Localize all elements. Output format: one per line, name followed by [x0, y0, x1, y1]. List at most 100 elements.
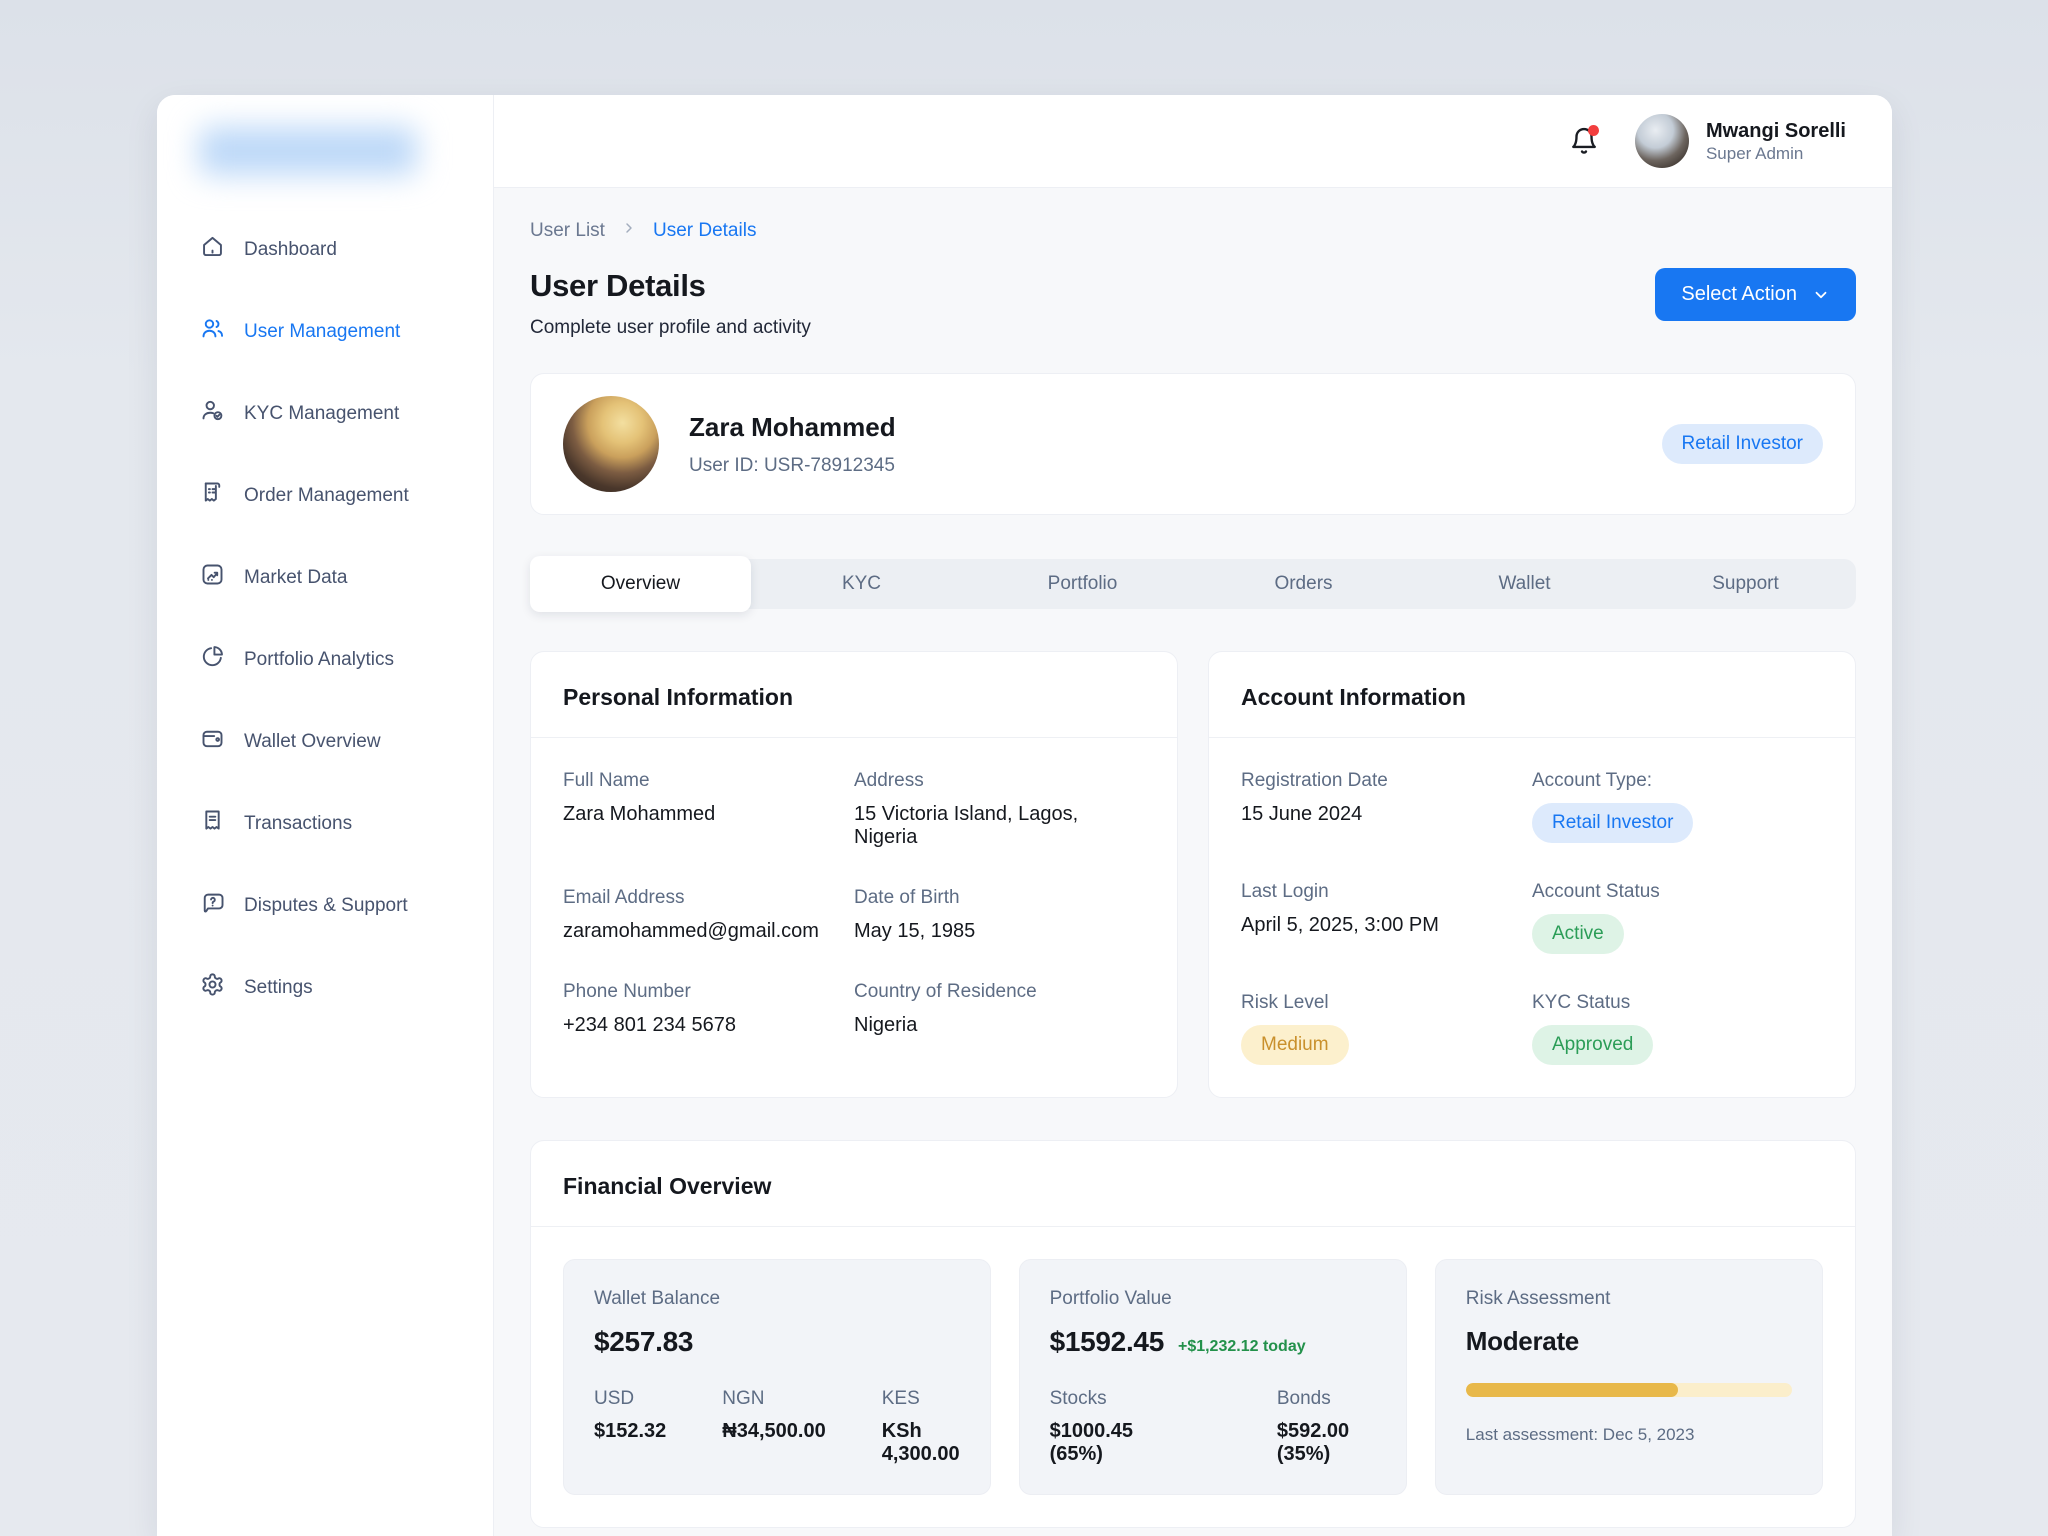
account-type-badge: Retail Investor [1661, 424, 1823, 464]
page-subtitle: Complete user profile and activity [530, 317, 811, 338]
app-window: Dashboard User Management KYC Management… [157, 95, 1892, 1536]
sidebar-item-label: Market Data [244, 566, 348, 588]
sidebar-item-order-management[interactable]: Order Management [199, 479, 493, 512]
detail-tabs: Overview KYC Portfolio Orders Wallet Sup… [530, 556, 1856, 612]
sidebar-item-disputes-support[interactable]: Disputes & Support [199, 889, 493, 922]
home-icon [199, 233, 226, 266]
field-kyc-status: KYC Status Approved [1532, 992, 1823, 1065]
page-header: User Details Complete user profile and a… [530, 268, 1856, 339]
sidebar-item-settings[interactable]: Settings [199, 971, 493, 1004]
wallet-balance-card: Wallet Balance $257.83 USD $152.32 NGN ₦… [563, 1259, 991, 1495]
tab-support[interactable]: Support [1712, 573, 1779, 594]
chevron-right-icon [621, 220, 637, 242]
holding-stocks: Stocks $1000.45 (65%) [1049, 1388, 1133, 1465]
account-menu[interactable]: Mwangi Sorelli Super Admin [1634, 114, 1846, 168]
topbar: Mwangi Sorelli Super Admin [494, 95, 1892, 188]
financial-overview-card: Financial Overview Wallet Balance $257.8… [530, 1140, 1856, 1528]
user-name: Zara Mohammed [689, 411, 896, 442]
wallet-currency-ngn: NGN ₦34,500.00 [722, 1388, 826, 1442]
risk-assessment-card: Risk Assessment Moderate Last assessment… [1434, 1259, 1823, 1495]
pie-chart-icon [199, 643, 226, 676]
sidebar-item-market-data[interactable]: Market Data [199, 561, 493, 594]
app-logo [199, 127, 417, 175]
sidebar-nav: Dashboard User Management KYC Management… [199, 233, 493, 1004]
page-title: User Details [530, 268, 706, 303]
personal-information-title: Personal Information [563, 684, 794, 710]
field-email: Email Address zaramohammed@gmail.com [563, 887, 819, 942]
sidebar-item-label: Portfolio Analytics [244, 648, 394, 670]
portfolio-value-card: Portfolio Value $1592.45 +$1,232.12 toda… [1018, 1259, 1407, 1495]
personal-information-card: Personal Information Full Name Zara Moha… [530, 651, 1178, 1098]
risk-progress-track [1465, 1383, 1792, 1397]
help-bubble-icon [199, 889, 226, 922]
sidebar-item-label: Disputes & Support [244, 894, 408, 916]
sidebar-item-dashboard[interactable]: Dashboard [199, 233, 493, 266]
user-check-icon [199, 397, 226, 430]
sidebar-item-label: Order Management [244, 484, 409, 506]
breadcrumb-user-list[interactable]: User List [530, 220, 605, 241]
risk-progress-fill [1465, 1383, 1678, 1397]
wallet-icon [199, 725, 226, 758]
breadcrumb: User List User Details [530, 220, 1856, 242]
sidebar-item-wallet-overview[interactable]: Wallet Overview [199, 725, 493, 758]
receipt-icon [199, 479, 226, 512]
field-full-name: Full Name Zara Mohammed [563, 770, 716, 825]
field-registration-date: Registration Date 15 June 2024 [1241, 770, 1388, 825]
bell-icon [1572, 127, 1596, 154]
field-date-of-birth: Date of Birth May 15, 1985 [854, 887, 976, 942]
field-risk-level: Risk Level Medium [1241, 992, 1532, 1065]
admin-role: Super Admin [1705, 144, 1804, 163]
sidebar-item-portfolio-analytics[interactable]: Portfolio Analytics [199, 643, 493, 676]
kyc-status-pill: Approved [1532, 1025, 1654, 1065]
sidebar-item-label: KYC Management [244, 402, 400, 424]
user-profile-card: Zara Mohammed User ID: USR-78912345 Reta… [530, 373, 1856, 515]
tab-overview[interactable]: Overview [530, 556, 751, 612]
risk-level-value: Moderate [1465, 1326, 1579, 1356]
tab-portfolio[interactable]: Portfolio [1047, 573, 1118, 594]
user-id: User ID: USR-78912345 [689, 454, 895, 476]
wallet-currency-kes: KES KSh 4,300.00 [881, 1388, 960, 1465]
tab-orders[interactable]: Orders [1274, 573, 1333, 594]
field-address: Address 15 Victoria Island, Lagos, Niger… [854, 770, 1079, 848]
sidebar-item-transactions[interactable]: Transactions [199, 807, 493, 840]
account-information-title: Account Information [1241, 684, 1466, 710]
account-status-pill: Active [1532, 914, 1624, 954]
notification-dot [1587, 125, 1599, 136]
breadcrumb-user-details[interactable]: User Details [652, 220, 757, 241]
wallet-balance-total: $257.83 [594, 1326, 694, 1357]
tab-kyc[interactable]: KYC [841, 573, 882, 594]
sidebar: Dashboard User Management KYC Management… [157, 95, 494, 1536]
select-action-label: Select Action [1681, 283, 1797, 305]
risk-level-pill: Medium [1241, 1025, 1349, 1065]
chevron-down-icon [1815, 291, 1827, 298]
chart-icon [199, 561, 226, 594]
tab-wallet[interactable]: Wallet [1498, 573, 1551, 594]
select-action-button[interactable]: Select Action [1655, 268, 1856, 321]
field-last-login: Last Login April 5, 2025, 3:00 PM [1241, 881, 1439, 936]
financial-overview-title: Financial Overview [563, 1173, 772, 1199]
holding-bonds: Bonds $592.00 (35%) [1276, 1388, 1350, 1465]
sidebar-item-label: Wallet Overview [244, 730, 381, 752]
admin-name: Mwangi Sorelli [1705, 120, 1846, 142]
admin-avatar [1634, 114, 1689, 168]
field-country: Country of Residence Nigeria [854, 981, 1037, 1036]
content: User List User Details User Details Comp… [494, 188, 1892, 1536]
sidebar-item-label: Settings [244, 976, 313, 998]
field-account-status: Account Status Active [1532, 881, 1823, 954]
field-phone: Phone Number +234 801 234 5678 [563, 981, 736, 1036]
sidebar-item-label: Transactions [244, 812, 353, 834]
sidebar-item-label: User Management [244, 320, 401, 342]
notifications-button[interactable] [1569, 125, 1599, 156]
field-account-type: Account Type: Retail Investor [1532, 770, 1823, 843]
sidebar-item-user-management[interactable]: User Management [199, 315, 493, 348]
portfolio-change: +$1,232.12 today [1177, 1338, 1306, 1355]
portfolio-value-total: $1592.45 [1049, 1326, 1165, 1357]
receipt-lines-icon [199, 807, 226, 840]
user-photo [563, 396, 659, 492]
users-icon [199, 315, 226, 348]
sidebar-item-kyc-management[interactable]: KYC Management [199, 397, 493, 430]
main-area: Mwangi Sorelli Super Admin User List Use… [494, 95, 1892, 1536]
last-assessment-note: Last assessment: Dec 5, 2023 [1465, 1425, 1695, 1444]
sidebar-item-label: Dashboard [244, 238, 337, 260]
account-type-pill: Retail Investor [1532, 803, 1694, 843]
